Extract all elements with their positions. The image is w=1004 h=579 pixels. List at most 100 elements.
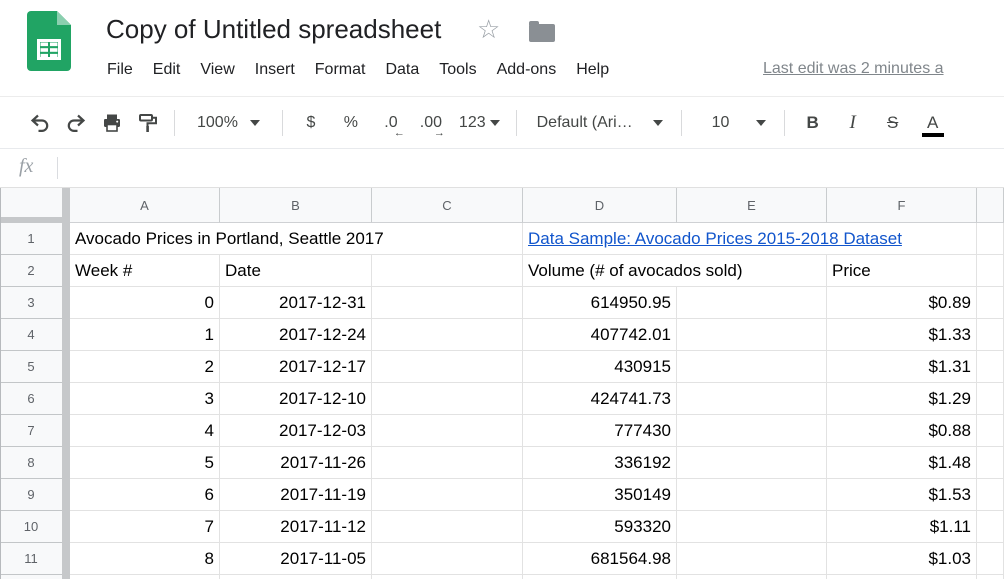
- cell-partial-5[interactable]: [827, 575, 977, 579]
- cell-B11[interactable]: 2017-11-05: [220, 543, 372, 575]
- print-button[interactable]: [94, 105, 130, 141]
- cell-F4[interactable]: $1.33: [827, 319, 977, 351]
- font-size-select[interactable]: 10: [690, 105, 776, 141]
- cell-B2[interactable]: Date: [220, 255, 372, 287]
- menu-edit[interactable]: Edit: [152, 61, 181, 78]
- cell-D8[interactable]: 336192: [523, 447, 677, 479]
- cell-F11[interactable]: $1.03: [827, 543, 977, 575]
- cell-C4[interactable]: [372, 319, 523, 351]
- cell-A1[interactable]: Avocado Prices in Portland, Seattle 2017: [70, 223, 523, 255]
- row-header-10[interactable]: 10: [0, 511, 62, 543]
- cell-C9[interactable]: [372, 479, 523, 511]
- row-header-11[interactable]: 11: [0, 543, 62, 575]
- row-header-8[interactable]: 8: [0, 447, 62, 479]
- cell-B10[interactable]: 2017-11-12: [220, 511, 372, 543]
- cell-B9[interactable]: 2017-11-19: [220, 479, 372, 511]
- cell-C11[interactable]: [372, 543, 523, 575]
- cell-C5[interactable]: [372, 351, 523, 383]
- menu-view[interactable]: View: [200, 61, 235, 78]
- cell-E6[interactable]: [677, 383, 827, 415]
- cell-D10[interactable]: 593320: [523, 511, 677, 543]
- cell-partial-3[interactable]: [523, 575, 677, 579]
- document-title[interactable]: Copy of Untitled spreadsheet: [106, 14, 442, 44]
- cell-A6[interactable]: 3: [70, 383, 220, 415]
- cell-partial-1[interactable]: [220, 575, 372, 579]
- cell-F9[interactable]: $1.53: [827, 479, 977, 511]
- formula-input[interactable]: [70, 149, 1004, 187]
- menu-tools[interactable]: Tools: [439, 61, 477, 78]
- dataset-link[interactable]: Data Sample: Avocado Prices 2015-2018 Da…: [528, 228, 902, 248]
- redo-button[interactable]: [58, 105, 94, 141]
- cell-A8[interactable]: 5: [70, 447, 220, 479]
- cell-C2[interactable]: [372, 255, 523, 287]
- column-header-A[interactable]: A: [70, 188, 220, 223]
- row-header-5[interactable]: 5: [0, 351, 62, 383]
- cell-E5[interactable]: [677, 351, 827, 383]
- zoom-select[interactable]: 100%: [183, 105, 274, 141]
- cell-G10[interactable]: [977, 511, 1004, 543]
- cell-A5[interactable]: 2: [70, 351, 220, 383]
- cell-G3[interactable]: [977, 287, 1004, 319]
- move-folder-icon[interactable]: [529, 21, 555, 42]
- format-currency-button[interactable]: $: [291, 105, 331, 141]
- menu-addons[interactable]: Add-ons: [496, 61, 557, 78]
- row-header-6[interactable]: 6: [0, 383, 62, 415]
- cell-C7[interactable]: [372, 415, 523, 447]
- undo-button[interactable]: [22, 105, 58, 141]
- increase-decimal-button[interactable]: .00 →: [411, 105, 451, 141]
- column-header-E[interactable]: E: [677, 188, 827, 223]
- font-family-select[interactable]: Default (Ari…: [525, 105, 673, 141]
- column-header-partial[interactable]: [977, 188, 1004, 223]
- column-header-C[interactable]: C: [372, 188, 523, 223]
- cell-F2[interactable]: Price: [827, 255, 977, 287]
- menu-data[interactable]: Data: [385, 61, 420, 78]
- cell-partial-0[interactable]: [70, 575, 220, 579]
- cell-D3[interactable]: 614950.95: [523, 287, 677, 319]
- column-header-D[interactable]: D: [523, 188, 677, 223]
- cell-E7[interactable]: [677, 415, 827, 447]
- cell-D4[interactable]: 407742.01: [523, 319, 677, 351]
- row-header-7[interactable]: 7: [0, 415, 62, 447]
- cell-G4[interactable]: [977, 319, 1004, 351]
- menu-format[interactable]: Format: [314, 61, 366, 78]
- number-format-menu[interactable]: 123: [451, 105, 508, 141]
- cell-D9[interactable]: 350149: [523, 479, 677, 511]
- cell-F5[interactable]: $1.31: [827, 351, 977, 383]
- strikethrough-button[interactable]: S: [873, 105, 913, 141]
- cell-E4[interactable]: [677, 319, 827, 351]
- cell-C8[interactable]: [372, 447, 523, 479]
- cell-partial-4[interactable]: [677, 575, 827, 579]
- cell-G5[interactable]: [977, 351, 1004, 383]
- cell-C3[interactable]: [372, 287, 523, 319]
- cell-G2[interactable]: [977, 255, 1004, 287]
- cell-E10[interactable]: [677, 511, 827, 543]
- cell-B4[interactable]: 2017-12-24: [220, 319, 372, 351]
- format-percent-button[interactable]: %: [331, 105, 371, 141]
- cell-C6[interactable]: [372, 383, 523, 415]
- cell-B3[interactable]: 2017-12-31: [220, 287, 372, 319]
- cell-E3[interactable]: [677, 287, 827, 319]
- cell-G6[interactable]: [977, 383, 1004, 415]
- star-icon[interactable]: ☆: [477, 14, 501, 44]
- row-header-4[interactable]: 4: [0, 319, 62, 351]
- cell-partial-6[interactable]: [977, 575, 1004, 579]
- cell-A7[interactable]: 4: [70, 415, 220, 447]
- paint-format-button[interactable]: [130, 105, 166, 141]
- row-header-3[interactable]: 3: [0, 287, 62, 319]
- cell-F10[interactable]: $1.11: [827, 511, 977, 543]
- cell-G9[interactable]: [977, 479, 1004, 511]
- cell-A10[interactable]: 7: [70, 511, 220, 543]
- cell-E9[interactable]: [677, 479, 827, 511]
- cell-A2[interactable]: Week #: [70, 255, 220, 287]
- cell-A9[interactable]: 6: [70, 479, 220, 511]
- cell-E8[interactable]: [677, 447, 827, 479]
- menu-help[interactable]: Help: [576, 61, 610, 78]
- cell-G1[interactable]: [977, 223, 1004, 255]
- cell-A11[interactable]: 8: [70, 543, 220, 575]
- cell-D1[interactable]: Data Sample: Avocado Prices 2015-2018 Da…: [523, 223, 977, 255]
- last-edit-link[interactable]: Last edit was 2 minutes a: [763, 60, 944, 77]
- cell-D11[interactable]: 681564.98: [523, 543, 677, 575]
- cell-G8[interactable]: [977, 447, 1004, 479]
- bold-button[interactable]: B: [793, 105, 833, 141]
- cell-D5[interactable]: 430915: [523, 351, 677, 383]
